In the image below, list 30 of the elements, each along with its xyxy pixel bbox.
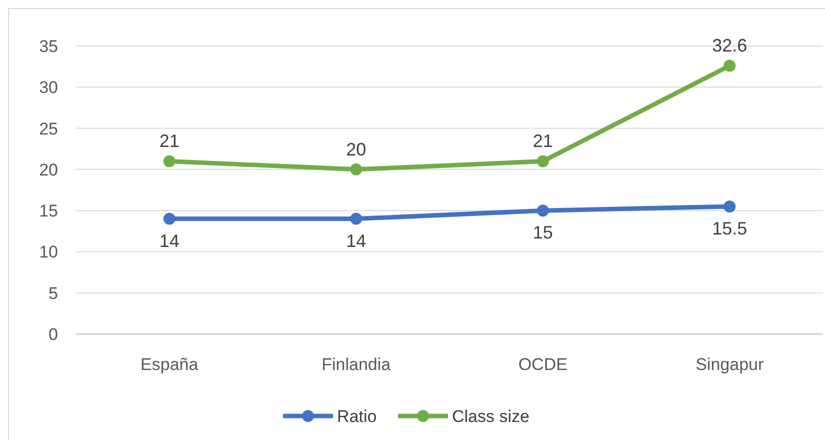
data-label: 14: [159, 230, 180, 251]
y-tick-label: 15: [39, 202, 58, 221]
point: [163, 212, 176, 225]
y-tick-label: 35: [39, 37, 58, 56]
data-label: 14: [346, 230, 366, 251]
y-tick-label: 30: [39, 78, 58, 98]
y-tick-label: 10: [39, 242, 58, 262]
y-tick-label: 25: [39, 119, 58, 138]
point: [724, 60, 736, 72]
point: [724, 200, 736, 212]
x-tick-label: Singapur: [696, 355, 764, 374]
data-label: 20: [346, 139, 366, 160]
legend-label: Ratio: [337, 407, 377, 426]
point: [536, 204, 549, 217]
legend-label: Class size: [452, 407, 530, 426]
data-label: 15: [532, 222, 553, 243]
data-label: 21: [532, 131, 553, 152]
point: [350, 212, 362, 225]
y-tick-label: 5: [48, 284, 58, 303]
data-label: 32.6: [712, 36, 748, 56]
y-tick-label: 20: [39, 160, 58, 180]
x-tick-label: España: [140, 355, 199, 374]
x-tick-label: Finlandia: [322, 355, 392, 374]
x-tick-label: OCDE: [518, 355, 568, 374]
data-label: 15.5: [712, 218, 748, 238]
y-tick-label: 0: [48, 325, 58, 344]
point: [350, 163, 362, 176]
point: [536, 155, 549, 168]
point: [163, 155, 176, 168]
data-label: 21: [159, 131, 180, 152]
